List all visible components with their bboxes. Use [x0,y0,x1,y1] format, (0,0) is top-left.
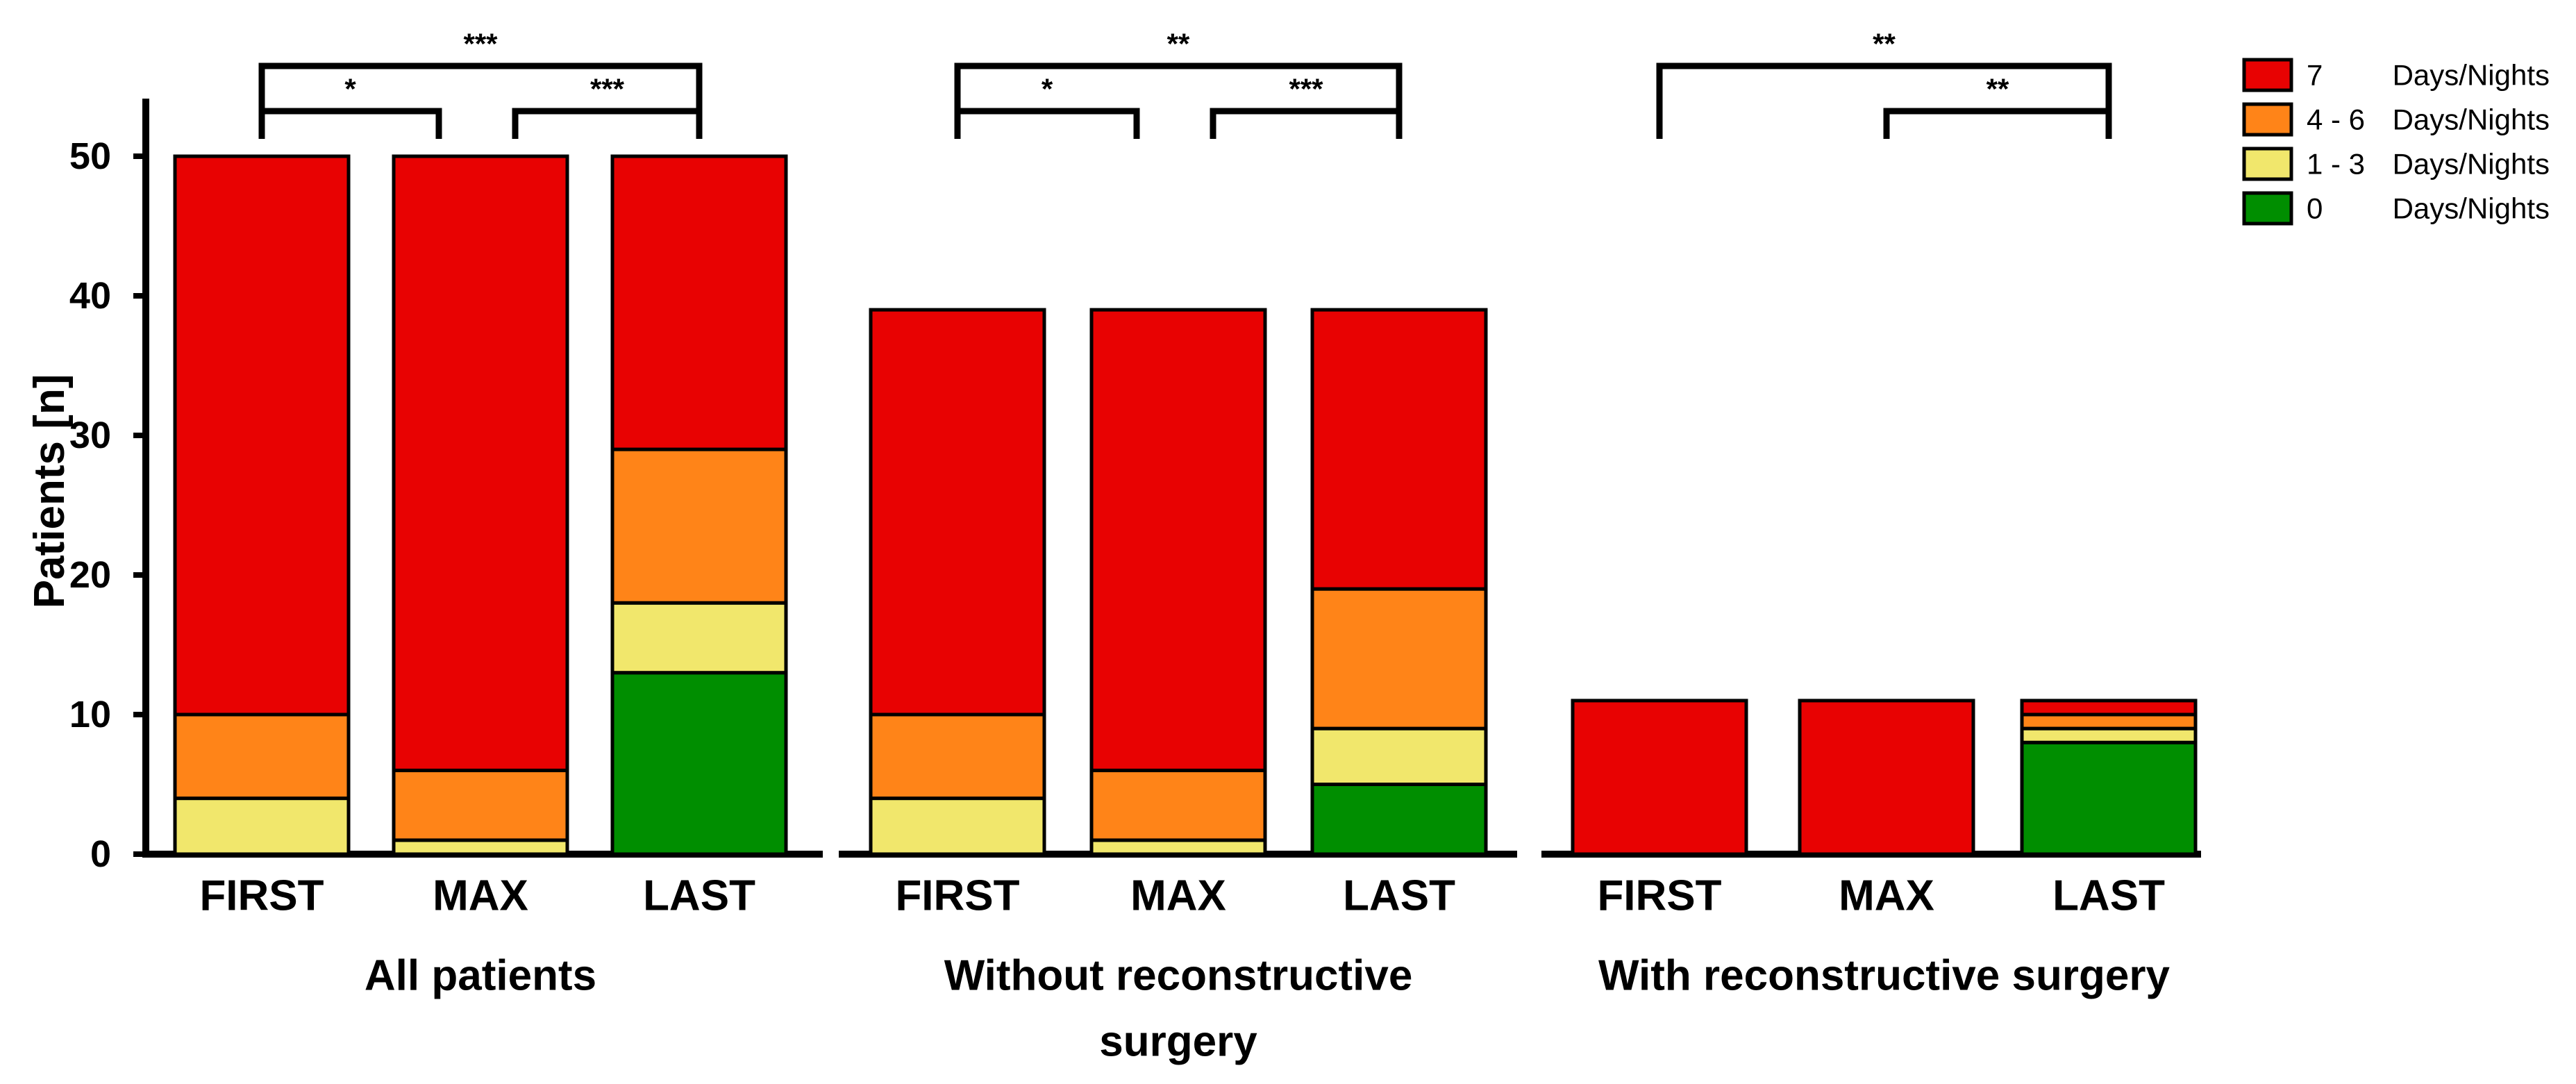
significance-bracket [1656,62,2112,139]
bar-segment [2020,712,2198,731]
x-tick-label: LAST [2052,872,2165,920]
bar-segment [610,447,788,605]
significance-label: *** [1289,73,1323,106]
bars [173,154,2198,856]
legend-swatch [2242,147,2293,181]
bar-segment [2020,699,2198,717]
bar-segment [2020,740,2198,856]
y-tick-label: 10 [69,694,111,735]
bar-segment [1089,838,1267,856]
bar-segment [610,601,788,675]
y-axis-label: Patients [n] [26,374,74,609]
group-title: Without reconstructive [944,952,1413,1000]
bar-segment [1310,308,1488,591]
legend-unit: Days/Nights [2393,148,2550,181]
legend-swatch [2242,191,2293,226]
legend-swatch [2242,102,2293,137]
y-tick-label: 0 [90,833,111,875]
bar-segment [869,797,1046,856]
significance-label: *** [590,73,625,106]
legend-count: 7 [2307,59,2323,92]
bar-segment [1798,699,1975,856]
bar-segment [173,154,351,717]
bar-segment [392,838,569,856]
significance-bracket [258,62,703,139]
significance-label: ** [1873,28,1896,60]
legend-count: 1 - 3 [2307,148,2365,181]
bar-segment [869,712,1046,801]
x-tick-label: MAX [1839,872,1934,920]
x-tick-label: FIRST [1597,872,1721,920]
significance-bracket [954,62,1403,139]
x-tick-label: MAX [433,872,528,920]
significance-bracket [954,108,1140,139]
x-tick-label: FIRST [895,872,1019,920]
bar-segment [1310,587,1488,731]
bar-segment [1310,726,1488,786]
x-tick-label: LAST [643,872,755,920]
bar-segment [869,308,1046,717]
bar-segment [1089,308,1267,772]
group-title: All patients [365,952,596,1000]
labels: FIRST MAX LAST All patients FIRST MAX LAST With… [199,872,2170,1066]
y-tick-label: 50 [69,135,111,177]
x-tick-label: MAX [1130,872,1226,920]
legend-unit: Days/Nights [2393,103,2550,136]
bar-segment [610,154,788,451]
bar-segment [1571,699,1748,856]
legend-unit: Days/Nights [2393,192,2550,225]
group-title: surgery [1099,1018,1257,1066]
significance-bracket [1210,108,1403,139]
legend-count: 4 - 6 [2307,103,2365,136]
legend-count: 0 [2307,192,2323,225]
significance-brackets: **** ****** ******* [258,28,2112,139]
significance-bracket [1883,108,2112,139]
significance-label: ** [1987,73,2009,106]
significance-label: ** [1167,28,1190,60]
significance-bracket [512,108,703,139]
bar-segment [392,768,569,842]
x-tick-label: LAST [1343,872,1455,920]
bar-segment [173,797,351,856]
significance-label: *** [463,28,498,60]
bar-segment [2020,726,2198,744]
significance-bracket [258,108,442,139]
bar-segment [173,712,351,801]
legend-swatch [2242,58,2293,92]
bar-segment [610,671,788,856]
legend: 7 Days/Nights 4 - 6 Days/Nights 1 - 3 Days/Ni… [2242,58,2550,226]
x-tick-label: FIRST [199,872,324,920]
significance-label: * [1042,73,1053,106]
bar-segment [1310,783,1488,856]
y-tick-label: 40 [69,275,111,317]
y-tick-label: 20 [69,554,111,596]
legend-unit: Days/Nights [2393,59,2550,92]
group-title: With reconstructive surgery [1598,952,2170,1000]
significance-label: * [344,73,356,106]
y-tick-label: 30 [69,415,111,456]
bar-segment [392,154,569,772]
bar-segment [1089,768,1267,842]
